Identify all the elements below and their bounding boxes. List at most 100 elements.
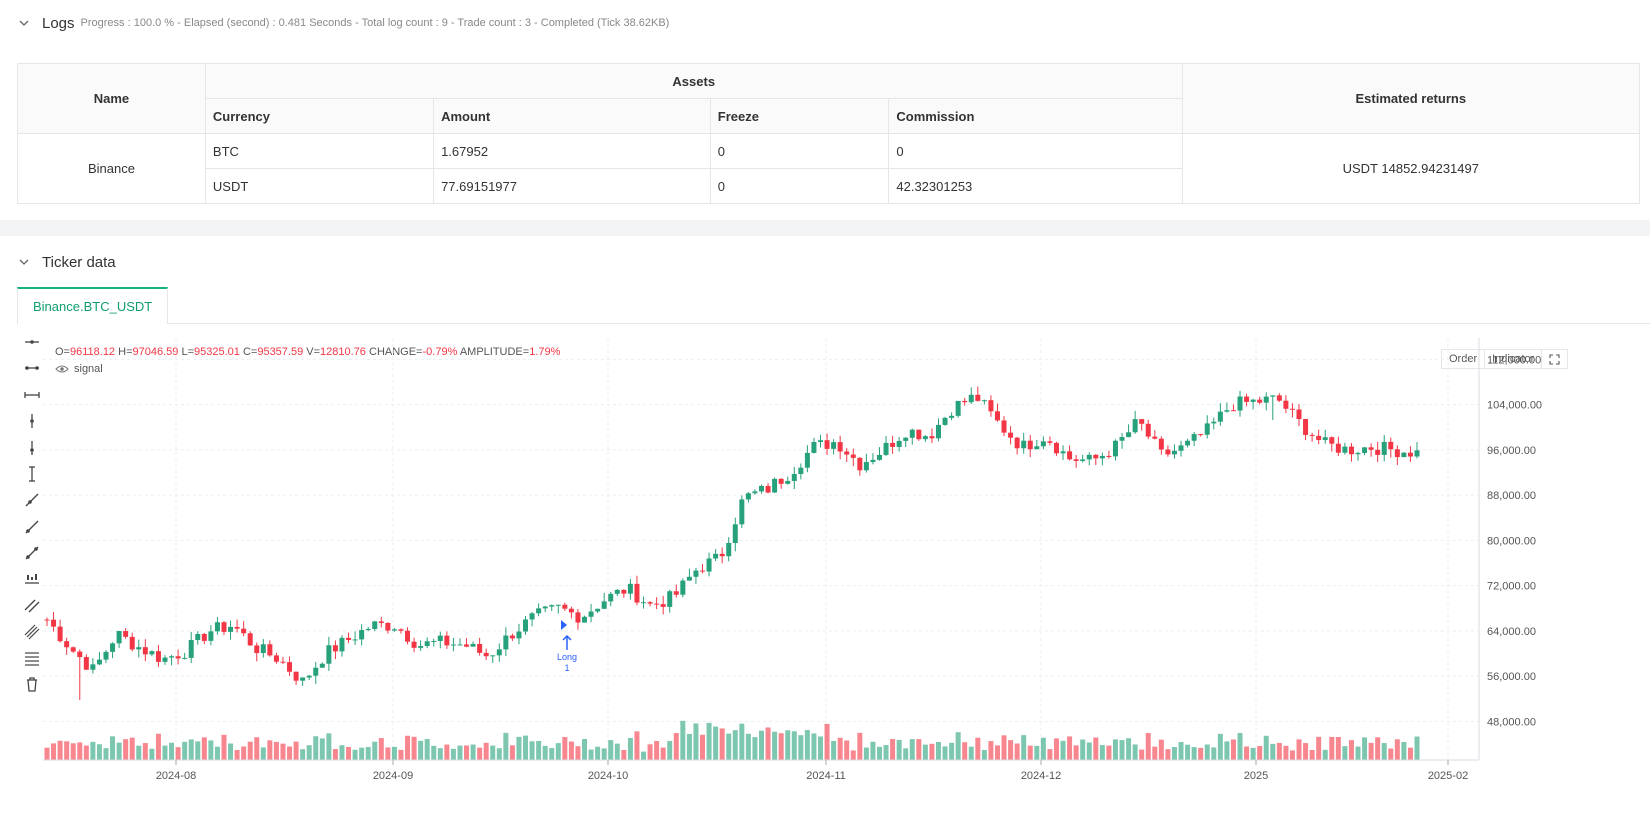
volume-bar: [641, 751, 647, 760]
volume-bar: [1263, 735, 1269, 760]
volume-bar: [1375, 737, 1381, 760]
horizontal-line-icon[interactable]: [23, 359, 41, 377]
cell-amount: 1.67952: [433, 133, 711, 169]
candle-body: [437, 635, 443, 641]
volume-bar: [1158, 739, 1164, 760]
candle-body: [51, 619, 57, 627]
header-name: Name: [17, 63, 206, 134]
volume-bar: [896, 739, 902, 760]
volume-bar: [654, 741, 660, 760]
volume-bar: [680, 720, 686, 760]
chart-panel[interactable]: O=96118.12 H=97046.59 L=95325.01 C=95357…: [17, 338, 1650, 828]
candle-body: [110, 643, 116, 652]
volume-bar: [155, 733, 161, 760]
long-marker-count: 1: [564, 663, 569, 673]
signal-indicator-row[interactable]: signal: [55, 363, 103, 375]
header-assets: Assets: [204, 63, 1183, 99]
candle-body: [752, 491, 758, 494]
candle-body: [418, 646, 424, 648]
volume-bar: [260, 747, 266, 760]
horizontal-ray-icon[interactable]: [23, 333, 41, 351]
ray-icon[interactable]: [23, 518, 41, 536]
horizontal-segment-icon[interactable]: [23, 386, 41, 404]
price-tick-label: 72,000.00: [1487, 581, 1536, 593]
price-range-icon[interactable]: [23, 570, 41, 588]
volume-bar: [1322, 749, 1328, 760]
volume-bar: [1106, 745, 1112, 760]
volume-bar: [405, 735, 411, 760]
volume-bar: [667, 740, 673, 760]
volume-bar: [169, 742, 175, 760]
parallel-channel-icon[interactable]: [23, 597, 41, 615]
ticker-header[interactable]: Ticker data: [0, 239, 1650, 285]
indicator-button[interactable]: Indicator: [1485, 349, 1543, 369]
candle-body: [129, 636, 135, 650]
volume-bar: [142, 743, 148, 760]
volume-bar: [96, 744, 102, 760]
candle-body: [247, 633, 253, 646]
extended-line-icon[interactable]: [23, 544, 41, 562]
eye-icon[interactable]: [55, 364, 69, 374]
candle-body: [1250, 399, 1256, 402]
volume-bar: [175, 747, 181, 760]
volume-bar: [1224, 741, 1230, 760]
candle-body: [1086, 454, 1092, 460]
estimated-returns-value: USDT 14852.94231497: [1181, 133, 1641, 204]
volume-bar: [398, 749, 404, 760]
volume-bar: [1211, 747, 1217, 760]
long-arrow-icon: [562, 634, 572, 650]
volume-bar: [824, 723, 830, 760]
candle-body: [968, 394, 974, 403]
volume-bar: [149, 748, 155, 760]
candle-body: [1244, 396, 1250, 402]
volume-bar: [523, 735, 529, 760]
candle-body: [254, 645, 260, 654]
volume-bar: [909, 739, 915, 760]
candle-body: [339, 637, 345, 652]
vertical-ray-icon[interactable]: [23, 439, 41, 457]
volume-bar: [968, 746, 974, 760]
volume-bar: [647, 744, 653, 760]
ohlc-readout: O=96118.12 H=97046.59 L=95325.01 C=95357…: [55, 346, 560, 358]
candle-body: [424, 641, 430, 647]
candle-body: [837, 442, 843, 452]
fullscreen-button[interactable]: [1542, 349, 1569, 369]
volume-bar: [1080, 739, 1086, 760]
candle-body: [739, 499, 745, 525]
candle-body: [994, 411, 1000, 421]
candle-body: [1204, 423, 1210, 435]
candle-body: [490, 655, 496, 657]
candle-body: [346, 637, 352, 640]
volume-bar: [536, 740, 542, 760]
volume-bar: [57, 740, 63, 760]
long-marker-label: Long: [557, 652, 577, 662]
candle-body: [208, 631, 214, 641]
candle-body: [582, 616, 588, 623]
volume-bar: [326, 733, 332, 760]
volume-bar: [352, 749, 358, 760]
tab-binance-btc-usdt[interactable]: Binance.BTC_USDT: [17, 287, 169, 324]
trash-icon[interactable]: [23, 675, 41, 693]
chevron-down-icon[interactable]: [18, 256, 30, 268]
fib-retracement-icon[interactable]: [23, 649, 41, 667]
drawing-toolbar: [17, 338, 47, 728]
candle-body: [536, 608, 542, 614]
pitchfork-icon[interactable]: [23, 623, 41, 641]
volume-bar: [870, 741, 876, 760]
candle-body: [1362, 447, 1368, 453]
change-value: -0.79%: [422, 346, 458, 358]
vertical-line-icon[interactable]: [23, 412, 41, 430]
high-value: 97046.59: [132, 346, 179, 358]
order-button[interactable]: Order: [1441, 349, 1486, 369]
volume-bar: [313, 736, 319, 760]
price-tick-label: 56,000.00: [1487, 671, 1536, 683]
chevron-down-icon[interactable]: [18, 17, 30, 29]
vertical-segment-icon[interactable]: [23, 465, 41, 483]
logs-header[interactable]: Logs Progress : 100.0 % - Elapsed (secon…: [0, 0, 1650, 46]
candle-body: [280, 661, 286, 663]
candle-body: [1381, 441, 1387, 455]
candle-body: [1021, 440, 1027, 449]
trend-line-icon[interactable]: [23, 491, 41, 509]
candle-body: [817, 440, 823, 442]
